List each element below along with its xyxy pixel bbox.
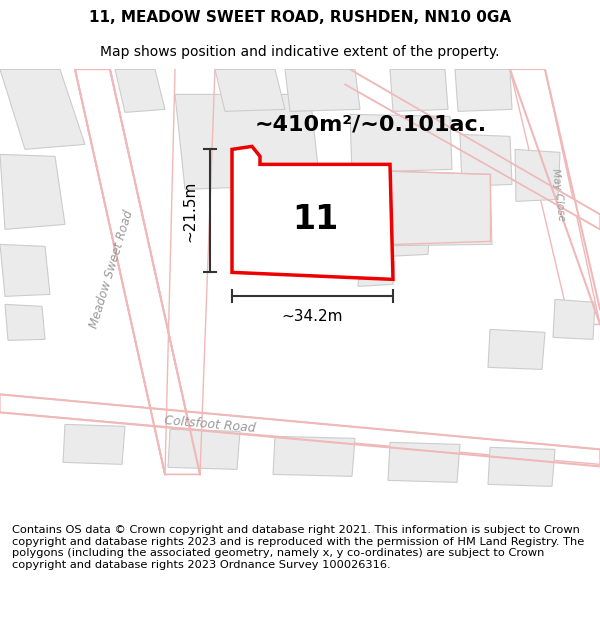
Text: May Close: May Close <box>550 168 566 221</box>
Polygon shape <box>515 149 560 201</box>
Polygon shape <box>63 424 125 464</box>
Text: 11: 11 <box>292 203 338 236</box>
Polygon shape <box>350 114 452 172</box>
Text: Coltsfoot Road: Coltsfoot Road <box>164 414 256 435</box>
Polygon shape <box>232 146 393 279</box>
Polygon shape <box>273 436 355 476</box>
Polygon shape <box>388 442 460 483</box>
Polygon shape <box>115 69 165 112</box>
Polygon shape <box>345 69 600 229</box>
Polygon shape <box>388 219 430 256</box>
Polygon shape <box>75 69 200 474</box>
Text: Contains OS data © Crown copyright and database right 2021. This information is : Contains OS data © Crown copyright and d… <box>12 525 584 570</box>
Text: 11, MEADOW SWEET ROAD, RUSHDEN, NN10 0GA: 11, MEADOW SWEET ROAD, RUSHDEN, NN10 0GA <box>89 9 511 24</box>
Polygon shape <box>5 304 45 341</box>
Polygon shape <box>0 154 65 229</box>
Text: ~34.2m: ~34.2m <box>282 309 343 324</box>
Polygon shape <box>215 69 285 111</box>
Polygon shape <box>0 244 50 296</box>
Polygon shape <box>358 259 395 286</box>
Polygon shape <box>0 394 600 464</box>
Polygon shape <box>488 329 545 369</box>
Polygon shape <box>285 69 360 111</box>
Polygon shape <box>168 429 240 469</box>
Text: Map shows position and indicative extent of the property.: Map shows position and indicative extent… <box>100 44 500 59</box>
Polygon shape <box>0 69 85 149</box>
Polygon shape <box>553 299 595 339</box>
Polygon shape <box>335 169 492 246</box>
Polygon shape <box>390 69 448 111</box>
Polygon shape <box>510 69 600 324</box>
Polygon shape <box>460 134 512 186</box>
Polygon shape <box>455 69 512 111</box>
Polygon shape <box>175 94 320 189</box>
Text: Meadow Sweet Road: Meadow Sweet Road <box>88 209 136 330</box>
Text: ~410m²/~0.101ac.: ~410m²/~0.101ac. <box>255 114 487 134</box>
Polygon shape <box>488 448 555 486</box>
Text: ~21.5m: ~21.5m <box>182 180 197 241</box>
